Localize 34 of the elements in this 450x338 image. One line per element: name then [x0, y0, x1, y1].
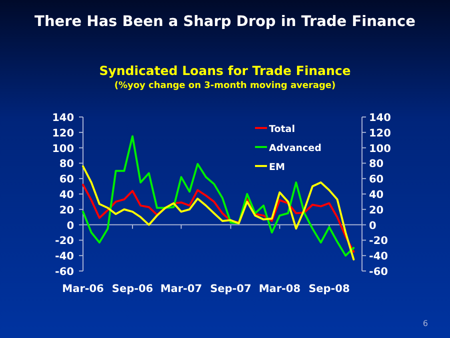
y-tick-label: 100 [52, 142, 74, 155]
x-tick-label: Mar-06 [62, 283, 104, 295]
y2-tick-label: -20 [369, 235, 388, 248]
y2-tick-label: -40 [369, 250, 388, 263]
legend-label: EM [269, 162, 285, 173]
y2-tick-label: 20 [369, 204, 384, 216]
y2-tick-label: 120 [369, 127, 391, 140]
y-tick-label: 120 [52, 127, 74, 140]
legend-label: Total [269, 124, 295, 135]
y-tick-label: 40 [59, 189, 74, 201]
y2-tick-label: 80 [369, 158, 384, 170]
y2-tick-label: 0 [369, 220, 376, 232]
x-tick-label: Sep-08 [308, 283, 350, 295]
text: 6 [422, 319, 428, 328]
y-tick-label: -60 [55, 266, 74, 278]
y2-tick-label: 100 [369, 142, 391, 155]
y-tick-label: -20 [55, 235, 74, 248]
y2-tick-label: 40 [369, 189, 384, 201]
y2-tick-label: -60 [369, 266, 388, 278]
y-tick-label: 60 [59, 174, 74, 186]
y2-tick-label: 60 [369, 174, 384, 186]
x-tick-label: Mar-07 [160, 283, 202, 295]
y2-tick-label: 140 [369, 112, 391, 124]
x-tick-label: Mar-08 [258, 283, 301, 295]
y-tick-label: 140 [52, 112, 74, 124]
y-tick-label: 20 [59, 204, 74, 216]
legend-label: Advanced [269, 143, 322, 154]
y-tick-label: -40 [55, 250, 74, 263]
y-tick-label: 0 [66, 220, 74, 232]
x-tick-label: Sep-07 [210, 283, 252, 295]
chart-subtitle: Syndicated Loans for Trade Finance (%yoy change on 3-month moving average) [99, 63, 351, 91]
chart-title: There Has Been a Sharp Drop in Trade Finance [34, 14, 416, 30]
y-tick-label: 80 [59, 158, 74, 170]
x-tick-label: Sep-06 [112, 283, 154, 295]
